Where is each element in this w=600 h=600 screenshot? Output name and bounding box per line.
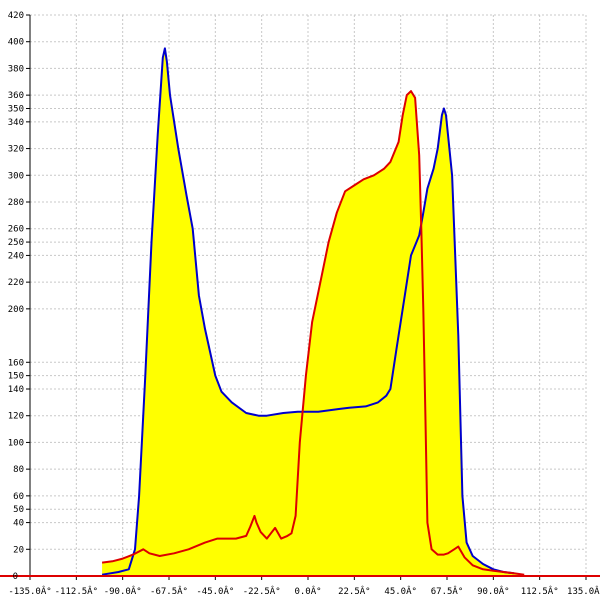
x-tick-label: -67.5Â° [150,585,188,597]
y-tick-label: 250 [8,238,24,248]
area-fills [102,48,525,576]
x-tick-label: -45.0Â° [196,585,234,597]
y-tick-label: 380 [8,64,24,74]
series-2-line [101,90,525,576]
x-tick-label: 67.5Â° [431,585,464,597]
y-tick-label: 150 [8,372,24,382]
y-tick-label: 400 [8,38,24,48]
y-tick-label: 200 [8,305,24,315]
y-tick-label: 360 [8,91,24,101]
y-tick-label: 120 [8,412,24,422]
x-tick-label: 90.0Â° [477,585,510,597]
y-tick-label: 420 [8,11,24,21]
x-tick-label: 0.0Â° [294,585,321,597]
y-tick-label: 80 [13,465,24,475]
tick-labels: -135.0Â° -112.5Â° -90.0Â° -67.5Â° -45.0Â° -22… [8,11,600,597]
y-tick-label: 140 [8,385,24,395]
y-tick-label: 260 [8,225,24,235]
y-tick-label: 100 [8,438,24,448]
y-tick-label: 350 [8,105,24,115]
series-2-area [102,91,525,576]
x-tick-label: -90.0Â° [104,585,142,597]
y-tick-label: 40 [13,519,24,529]
y-tick-label: 280 [8,198,24,208]
x-tick-label: 45.0Â° [384,585,417,597]
x-tick-label: -112.5Â° [55,585,98,597]
y-tick-label: 320 [8,145,24,155]
x-tick-label: 135.0Â° [567,585,600,597]
y-tick-label: 50 [13,505,24,515]
y-tick-label: 20 [13,545,24,555]
y-tick-label: 240 [8,251,24,261]
x-tick-label: -22.5Â° [243,585,281,597]
series-lines [101,47,525,576]
series-1-line [101,47,515,576]
x-tick-label: 22.5Â° [338,585,371,597]
y-tick-label: 340 [8,118,24,128]
x-tick-label: -135.0Â° [8,585,51,597]
y-tick-label: 220 [8,278,24,288]
y-tick-label: 60 [13,492,24,502]
x-tick-label: 112.5Â° [521,585,559,597]
y-tick-label: 160 [8,358,24,368]
y-tick-label: 300 [8,171,24,181]
y-zero-label: 0 [13,572,18,582]
axes [0,14,600,580]
